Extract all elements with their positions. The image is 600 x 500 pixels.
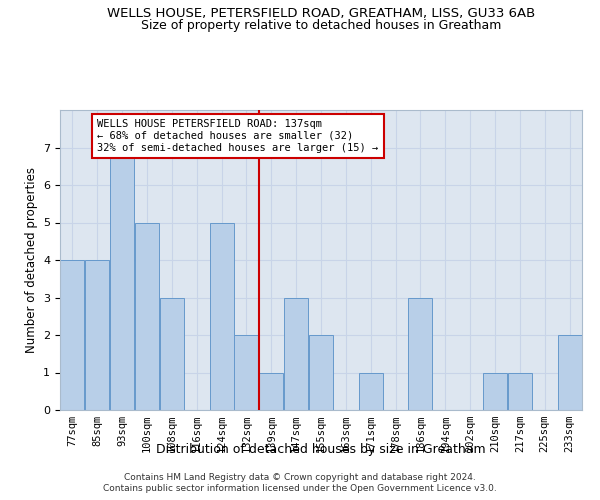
Text: WELLS HOUSE PETERSFIELD ROAD: 137sqm
← 68% of detached houses are smaller (32)
3: WELLS HOUSE PETERSFIELD ROAD: 137sqm ← 6…: [97, 120, 379, 152]
Bar: [409, 298, 433, 410]
Bar: [235, 335, 259, 410]
Text: WELLS HOUSE, PETERSFIELD ROAD, GREATHAM, LISS, GU33 6AB: WELLS HOUSE, PETERSFIELD ROAD, GREATHAM,…: [107, 8, 535, 20]
Bar: [160, 298, 184, 410]
Bar: [61, 260, 85, 410]
Text: Size of property relative to detached houses in Greatham: Size of property relative to detached ho…: [141, 18, 501, 32]
Text: Distribution of detached houses by size in Greatham: Distribution of detached houses by size …: [156, 442, 486, 456]
Bar: [508, 372, 532, 410]
Y-axis label: Number of detached properties: Number of detached properties: [25, 167, 38, 353]
Bar: [557, 335, 581, 410]
Bar: [209, 222, 233, 410]
Bar: [284, 298, 308, 410]
Text: Contains HM Land Registry data © Crown copyright and database right 2024.: Contains HM Land Registry data © Crown c…: [124, 472, 476, 482]
Bar: [483, 372, 507, 410]
Bar: [110, 148, 134, 410]
Bar: [309, 335, 333, 410]
Bar: [259, 372, 283, 410]
Text: Contains public sector information licensed under the Open Government Licence v3: Contains public sector information licen…: [103, 484, 497, 493]
Bar: [359, 372, 383, 410]
Bar: [135, 222, 159, 410]
Bar: [85, 260, 109, 410]
